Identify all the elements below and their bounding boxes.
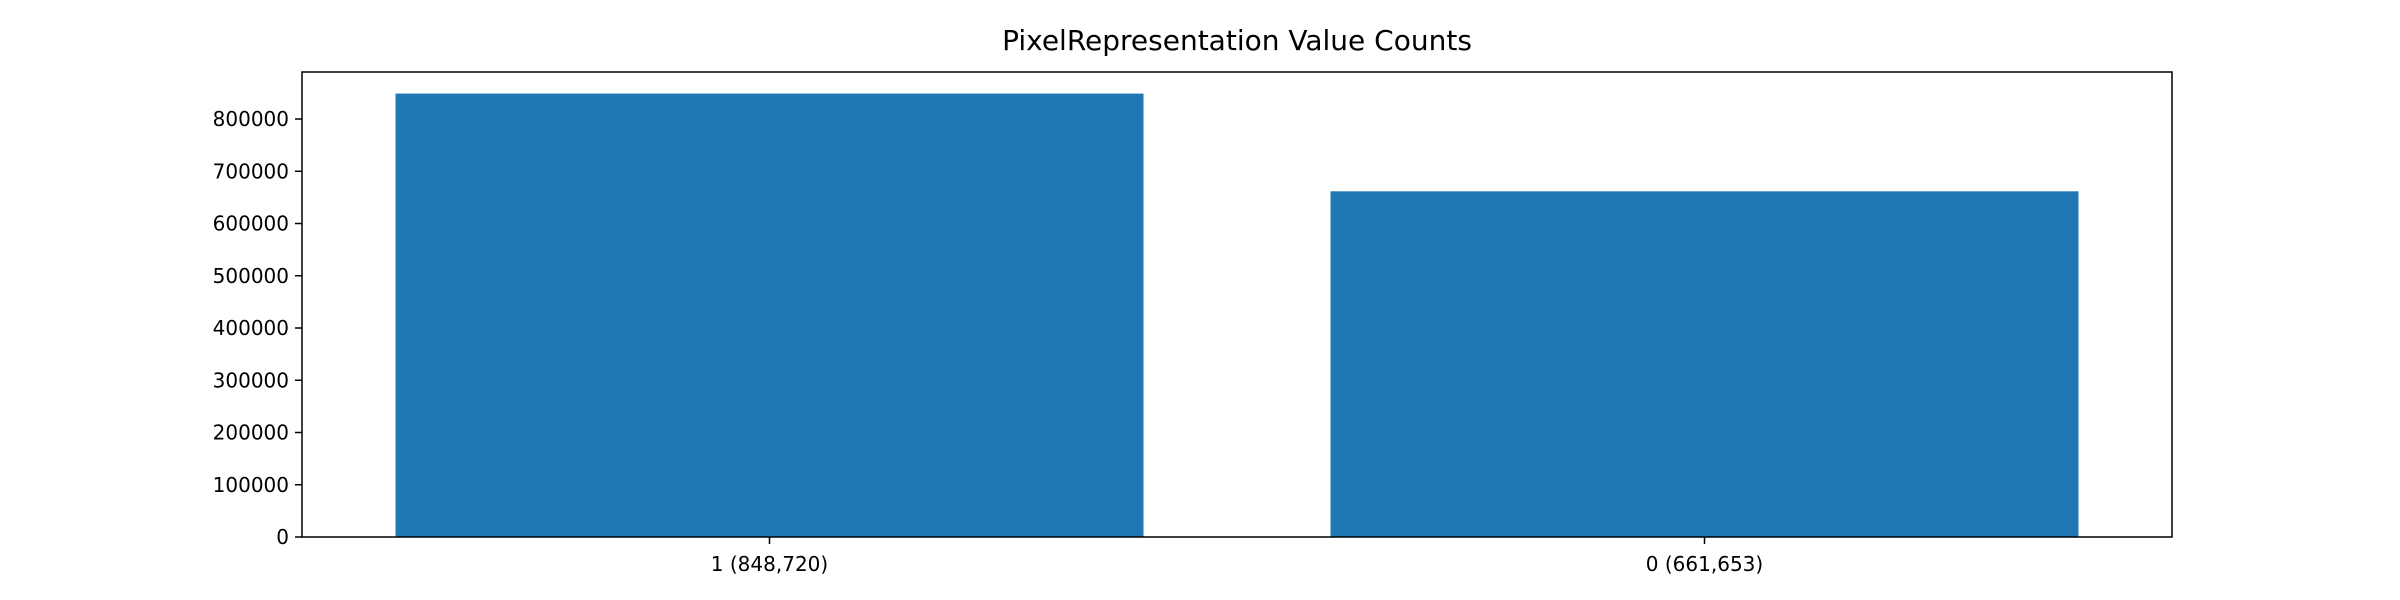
- y-tick-label-8: 800000: [213, 107, 289, 131]
- y-tick-label-6: 600000: [213, 212, 289, 236]
- x-axis: 1 (848,720) 0 (661,653): [711, 537, 1763, 576]
- chart-title: PixelRepresentation Value Counts: [1002, 24, 1472, 57]
- y-tick-label-2: 200000: [213, 421, 289, 445]
- y-tick-label-5: 500000: [213, 264, 289, 288]
- y-tick-label-1: 100000: [213, 473, 289, 497]
- y-axis: 0 100000 200000 300000 400000 500000 600000 700…: [213, 107, 302, 549]
- y-tick-label-0: 0: [276, 525, 289, 549]
- x-tick-label-0: 1 (848,720): [711, 552, 828, 576]
- y-tick-label-4: 400000: [213, 316, 289, 340]
- bars-group: [395, 93, 2079, 538]
- y-tick-label-3: 300000: [213, 368, 289, 392]
- bar-1: [1330, 191, 2079, 538]
- bar-0: [395, 93, 1144, 538]
- plot-frame: [301, 71, 2173, 538]
- x-tick-label-1: 0 (661,653): [1646, 552, 1763, 576]
- y-tick-label-7: 700000: [213, 159, 289, 183]
